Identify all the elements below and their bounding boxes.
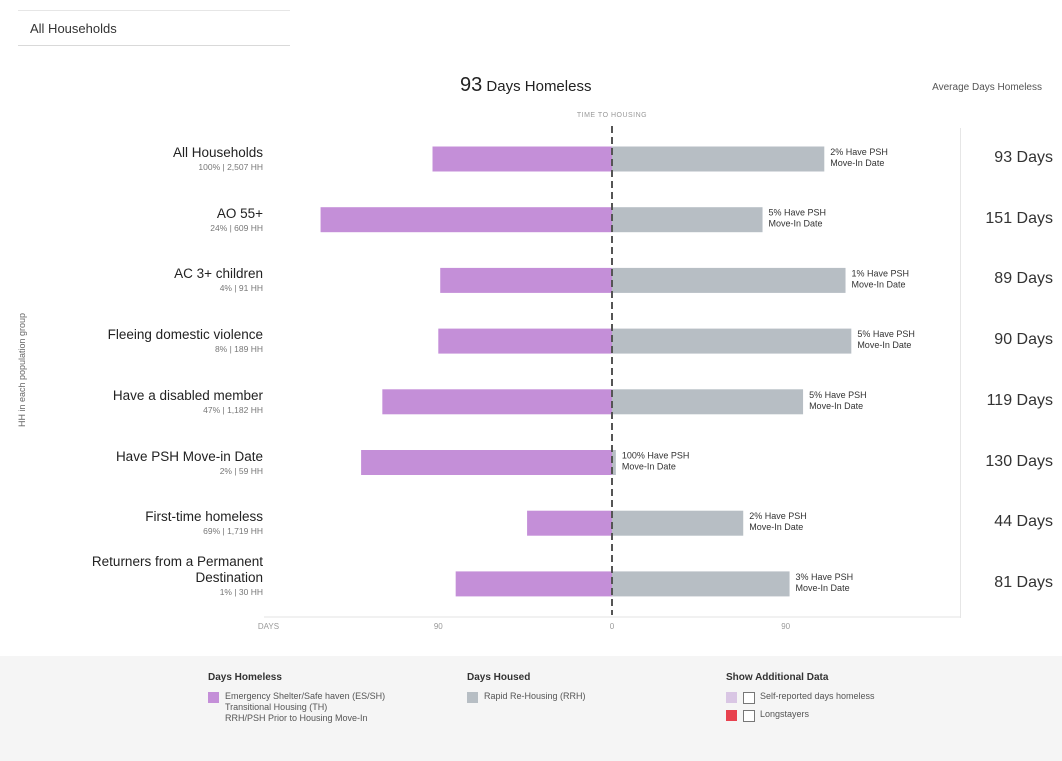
legend-housed-item[interactable]: Rapid Re-Housing (RRH) — [467, 691, 586, 703]
x-tick-label: 90 — [434, 622, 443, 631]
zero-line-caption: TIME TO HOUSING — [576, 112, 648, 119]
category-subtitle: 4% | 91 HH — [219, 283, 263, 294]
bar-days-housed[interactable] — [612, 267, 846, 293]
bar-label: 2% Have PSH Move-In Date — [749, 511, 807, 532]
average-days-value: 119 Days — [986, 391, 1053, 409]
headline-number: 93 — [460, 74, 483, 96]
self-reported-checkbox[interactable] — [743, 692, 755, 704]
bar-days-homeless[interactable] — [361, 450, 612, 475]
legend-panel: Days Homeless Emergency Shelter/Safe hav… — [0, 656, 1062, 761]
category-subtitle: 2% | 59 HH — [219, 465, 263, 476]
category-name: Have a disabled member — [112, 387, 263, 403]
bar-days-homeless[interactable] — [382, 389, 612, 415]
bar-days-housed[interactable] — [612, 328, 852, 354]
bar-label: 1% Have PSH Move-In Date — [852, 268, 910, 289]
legend-homeless-title: Days Homeless — [208, 672, 282, 683]
average-days-value: 93 Days — [994, 149, 1053, 166]
bar-days-housed[interactable] — [612, 389, 804, 415]
self-reported-toggle[interactable]: Self-reported days homeless — [726, 691, 875, 704]
category-name: AC 3+ children — [174, 266, 263, 282]
legend-housed-title: Days Housed — [467, 672, 531, 683]
self-reported-label: Self-reported days homeless — [760, 691, 875, 701]
category-subtitle: 69% | 1,719 HH — [203, 526, 263, 537]
legend-homeless-line: RRH/PSH Prior to Housing Move-In — [225, 713, 368, 723]
category-name: Fleeing domestic violence — [107, 327, 263, 343]
bar-days-homeless[interactable] — [527, 510, 612, 536]
diverging-bar-chart: 2% Have PSH Move-In Date 5% Have PSH Move-I… — [258, 126, 960, 631]
category-label: Fleeing domestic violence 8% | 189 HH — [50, 327, 263, 354]
category-label: Have PSH Move-in Date 2% | 59 HH — [50, 449, 263, 476]
legend-homeless-line: Emergency Shelter/Safe haven (ES/SH) — [225, 691, 386, 701]
longstayers-label: Longstayers — [760, 709, 810, 719]
average-days-column: 93 Days 151 Days 89 Days 90 Days 119 Days 130… — [960, 128, 1053, 618]
bar-days-housed[interactable] — [612, 207, 763, 233]
category-label: Returners from a Permanent Destination 1%… — [50, 554, 263, 597]
x-tick-label: 90 — [781, 622, 790, 631]
category-name: All Households — [172, 145, 263, 160]
average-days-value: 44 Days — [994, 513, 1053, 531]
bar-label: 5% Have PSH Move-In Date — [769, 208, 827, 229]
bar-days-homeless[interactable] — [455, 571, 612, 597]
x-tick-label: 0 — [610, 622, 615, 631]
legend-homeless-item[interactable]: Emergency Shelter/Safe haven (ES/SH) Tra… — [208, 691, 385, 724]
category-label: Have a disabled member 47% | 1,182 HH — [50, 388, 263, 415]
population-filter[interactable]: All Households — [18, 10, 290, 46]
category-name: Returners from a Permanent Destination — [91, 553, 263, 585]
category-label: All Households 100% | 2,507 HH — [50, 145, 263, 172]
bar-label: 5% Have PSH Move-In Date — [809, 390, 867, 411]
legend-homeless-line: Transitional Housing (TH) — [225, 702, 328, 712]
category-name: First-time homeless — [145, 509, 263, 525]
category-subtitle: 24% | 609 HH — [210, 222, 263, 233]
average-days-value: 151 Days — [985, 209, 1053, 227]
filter-value: All Households — [30, 21, 117, 36]
category-label: AC 3+ children 4% | 91 HH — [50, 266, 263, 293]
longstayers-checkbox[interactable] — [743, 710, 755, 722]
x-tick-label: DAYS — [258, 622, 279, 631]
category-label: First-time homeless 69% | 1,719 HH — [50, 509, 263, 536]
category-subtitle: 1% | 30 HH — [219, 586, 263, 597]
longstayers-toggle[interactable]: Longstayers — [726, 709, 875, 722]
bar-days-homeless[interactable] — [438, 328, 612, 354]
bar-days-housed[interactable] — [612, 450, 616, 475]
housed-swatch — [467, 692, 478, 703]
average-days-title: Average Days Homeless — [932, 82, 1042, 93]
category-subtitle: 100% | 2,507 HH — [198, 162, 263, 172]
average-days-value: 130 Days — [985, 452, 1053, 470]
category-name: AO 55+ — [216, 205, 263, 221]
legend-days-homeless: Days Homeless Emergency Shelter/Safe hav… — [208, 672, 385, 729]
bar-label: 100% Have PSH Move-In Date — [622, 451, 690, 472]
bar-days-homeless[interactable] — [320, 207, 612, 233]
homeless-swatch — [208, 692, 219, 703]
bar-days-housed[interactable] — [612, 571, 790, 597]
legend-days-housed: Days Housed Rapid Re-Housing (RRH) — [467, 672, 586, 708]
category-name: Have PSH Move-in Date — [115, 448, 263, 464]
legend-additional-data: Show Additional Data Self-reported days … — [726, 672, 875, 727]
category-subtitle: 8% | 189 HH — [214, 344, 263, 355]
bar-label: 5% Have PSH Move-In Date — [857, 329, 915, 350]
bar-days-housed[interactable] — [612, 510, 744, 536]
average-days-value: 90 Days — [994, 331, 1053, 349]
category-label: AO 55+ 24% | 609 HH — [50, 206, 263, 233]
legend-homeless-lines: Emergency Shelter/Safe haven (ES/SH) Tra… — [225, 691, 385, 724]
bar-label: 3% Have PSH Move-In Date — [796, 572, 854, 593]
bar-days-homeless[interactable] — [440, 267, 612, 293]
self-reported-swatch — [726, 692, 737, 703]
legend-additional-title: Show Additional Data — [726, 672, 829, 683]
average-days-value: 81 Days — [994, 573, 1053, 591]
bar-days-homeless[interactable] — [432, 146, 612, 172]
legend-housed-label: Rapid Re-Housing (RRH) — [484, 691, 586, 701]
average-days-value: 89 Days — [994, 270, 1053, 288]
headline-text: Days Homeless — [486, 78, 592, 95]
category-subtitle: 47% | 1,182 HH — [203, 404, 263, 415]
bar-days-housed[interactable] — [612, 146, 825, 172]
headline-days-homeless: 93 Days Homeless — [460, 74, 591, 97]
bar-label: 2% Have PSH Move-In Date — [830, 147, 888, 168]
longstayers-swatch — [726, 710, 737, 721]
